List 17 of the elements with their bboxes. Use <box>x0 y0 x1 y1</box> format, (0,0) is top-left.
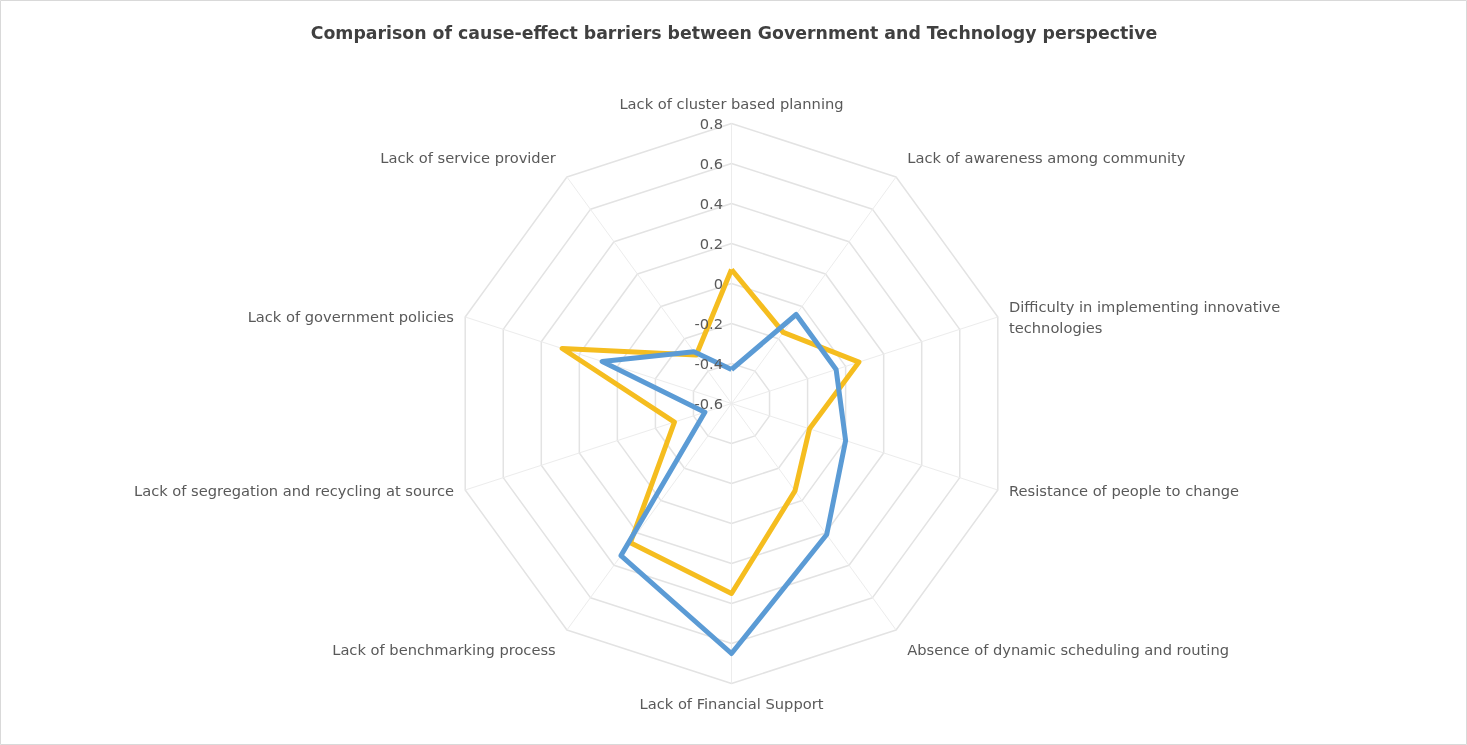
spoke-label: Lack of cluster based planning <box>619 95 844 113</box>
chart-title: Comparison of cause-effect barriers between Government and Technology perspective <box>310 22 1158 43</box>
spoke-label: Lack of benchmarking process <box>332 641 556 659</box>
y-tick-label: 0 <box>713 274 724 292</box>
spoke-label: Difficulty in implementing innovative technologies <box>1009 298 1281 336</box>
y-tick-label: 0.4 <box>699 194 724 212</box>
y-tick-label: -0.6 <box>694 394 724 412</box>
y-tick-label: 0.6 <box>699 154 724 172</box>
spoke-label: Lack of segregation and recycling at source <box>133 481 455 499</box>
spoke-label: Lack of Financial Support <box>639 694 824 712</box>
y-tick-label: 0.2 <box>699 234 724 252</box>
y-tick-label: 0.8 <box>699 114 724 132</box>
spoke-label: Lack of service provider <box>380 148 557 166</box>
spoke-label: Lack of government policies <box>247 308 455 326</box>
spoke-label: Lack of awareness among community <box>907 148 1186 166</box>
spoke-label: Resistance of people to change <box>1009 481 1240 499</box>
spoke-label: Absence of dynamic scheduling and routing <box>907 641 1229 659</box>
